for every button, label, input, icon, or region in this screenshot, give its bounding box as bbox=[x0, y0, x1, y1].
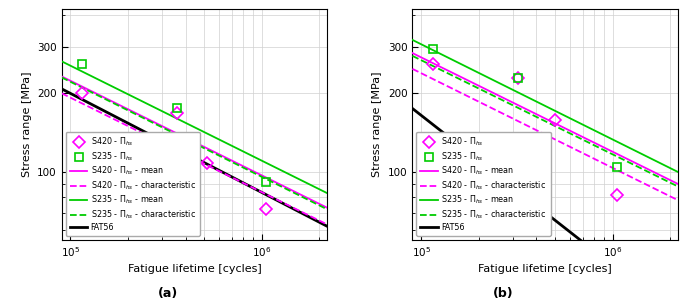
X-axis label: Fatigue lifetime [cycles]: Fatigue lifetime [cycles] bbox=[127, 264, 262, 274]
Y-axis label: Stress range [MPa]: Stress range [MPa] bbox=[373, 72, 382, 177]
Text: (b): (b) bbox=[493, 287, 514, 300]
Legend: S420 - $\Pi_{hs}$, S235 - $\Pi_{hs}$, S420 - $\Pi_{hs}$ - mean, S420 - $\Pi_{hs}: S420 - $\Pi_{hs}$, S235 - $\Pi_{hs}$, S4… bbox=[416, 132, 551, 236]
Legend: S420 - $\Pi_{hs}$, S235 - $\Pi_{hs}$, S420 - $\Pi_{hs}$ - mean, S420 - $\Pi_{hs}: S420 - $\Pi_{hs}$, S235 - $\Pi_{hs}$, S4… bbox=[66, 132, 200, 236]
Y-axis label: Stress range [MPa]: Stress range [MPa] bbox=[22, 72, 32, 177]
Text: (a): (a) bbox=[158, 287, 178, 300]
X-axis label: Fatigue lifetime [cycles]: Fatigue lifetime [cycles] bbox=[478, 264, 612, 274]
